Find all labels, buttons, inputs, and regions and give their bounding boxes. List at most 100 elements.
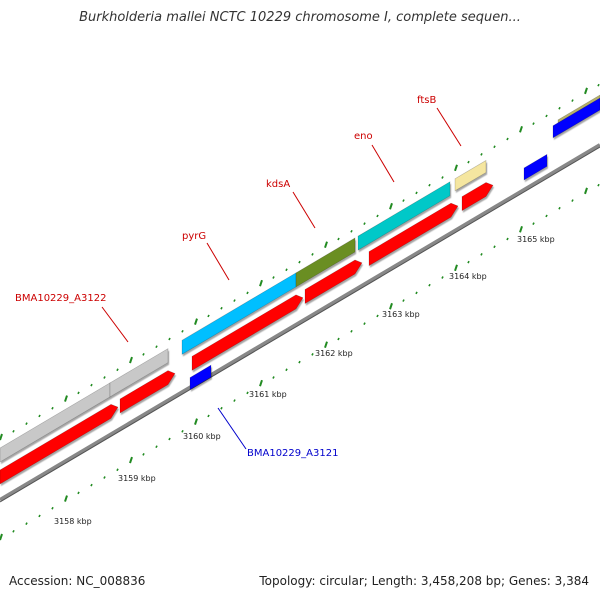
ruler-tick [597, 183, 600, 187]
ruler-tick [246, 291, 249, 295]
ruler-tick [259, 379, 263, 387]
ruler-tick [194, 318, 198, 325]
ruler-tick [558, 106, 561, 110]
ruler-tick [142, 453, 145, 456]
accession-text: Accession: NC_008836 [9, 574, 146, 588]
ruler-tick [103, 376, 106, 379]
ruler-tick [298, 260, 301, 264]
ruler-tick [532, 222, 535, 225]
ruler-tick [90, 383, 93, 387]
kbp-label: 3158 kbp [54, 517, 92, 526]
ruler-tick [415, 191, 418, 195]
ruler-tick [181, 329, 184, 333]
kbp-label: 3165 kbp [517, 235, 555, 244]
ruler-tick [0, 533, 3, 541]
feature-kdsa [295, 237, 356, 288]
ruler-tick [181, 429, 184, 433]
ruler-tick [311, 353, 314, 356]
gene-label-ftsb: ftsB [417, 95, 436, 106]
kbp-label: 3161 kbp [249, 390, 287, 399]
ruler-tick [402, 299, 405, 302]
cds-forward [368, 202, 459, 267]
ruler-tick [363, 222, 366, 225]
kbp-label: 3160 kbp [183, 432, 221, 441]
ruler-tick [168, 337, 171, 341]
ruler-tick [350, 229, 353, 233]
ruler-tick [25, 522, 28, 525]
feature-eno [357, 181, 451, 251]
ruler-tick [571, 99, 574, 102]
map-title: Burkholderia mallei NCTC 10229 chromosom… [79, 10, 521, 25]
ruler-tick [454, 164, 458, 172]
ruler-tick [311, 253, 314, 256]
ruler-tick [298, 360, 301, 364]
gene-label-bma10229-a3122: BMA10229_A3122 [15, 293, 106, 304]
ruler-tick [285, 368, 288, 372]
ruler-tick [207, 314, 210, 318]
genome-stats-text: Topology: circular; Length: 3,458,208 bp… [259, 574, 589, 588]
label-leaders [101, 107, 462, 450]
cds-forward [304, 259, 363, 305]
ruler-tick [64, 395, 68, 402]
cds-forward [191, 294, 304, 371]
ruler-tick [155, 345, 158, 349]
gene-label-pyrg: pyrG [182, 231, 206, 242]
kbp-label: 3159 kbp [118, 474, 156, 483]
ruler-tick [363, 322, 366, 325]
ruler-tick [51, 506, 54, 510]
ruler-tick [194, 418, 198, 425]
ruler-tick [103, 476, 106, 479]
ruler-tick [519, 226, 523, 233]
ruler-tick [116, 368, 119, 372]
kbp-label: 3163 kbp [382, 310, 420, 319]
ruler-tick [389, 202, 393, 210]
ruler-tick [51, 406, 54, 410]
ruler-tick [571, 199, 574, 202]
ruler-tick [545, 114, 548, 118]
ruler-tick [259, 279, 263, 287]
ruler-tick [337, 237, 340, 241]
cds-forward [119, 370, 176, 414]
ruler-tick [506, 237, 509, 241]
ruler-tick [454, 264, 458, 272]
ruler-tick [480, 253, 483, 256]
ruler-tick [38, 414, 41, 418]
ruler-tick [142, 353, 145, 356]
cds-reverse [189, 364, 212, 391]
ruler-tick [233, 399, 236, 402]
ruler-tick [532, 122, 535, 125]
feature-gray [109, 348, 169, 398]
cds-reverse [552, 97, 600, 139]
gene-label-eno: eno [354, 131, 373, 142]
ruler-tick [545, 214, 548, 218]
ruler-tick [493, 145, 496, 149]
ruler-tick [324, 341, 328, 349]
ruler-tick [597, 83, 600, 87]
ruler-tick [246, 391, 249, 395]
ruler-tick [467, 260, 470, 264]
cds-reverse [523, 153, 548, 181]
ruler-tick [493, 245, 496, 249]
cds-forward [0, 403, 119, 485]
ruler-tick [116, 468, 119, 472]
ruler-tick [480, 153, 483, 156]
ruler-tick [506, 137, 509, 141]
ruler-tick [584, 87, 588, 95]
ruler-tick [350, 329, 353, 333]
gene-label-bma10229-a3121: BMA10229_A3121 [247, 448, 338, 459]
ruler-tick [272, 276, 275, 279]
ruler-tick [77, 391, 80, 395]
ruler-tick [220, 306, 223, 310]
ruler-tick [402, 199, 405, 202]
ruler-tick [129, 456, 133, 464]
ruler-tick [441, 176, 444, 179]
ruler-tick [77, 491, 80, 495]
ruler-tick [168, 437, 171, 441]
ruler-tick [376, 214, 379, 218]
ruler-tick [12, 529, 15, 533]
ruler-tick [155, 445, 158, 449]
ruler-tick [337, 337, 340, 341]
ruler-tick [207, 414, 210, 418]
ruler-tick [467, 160, 470, 164]
